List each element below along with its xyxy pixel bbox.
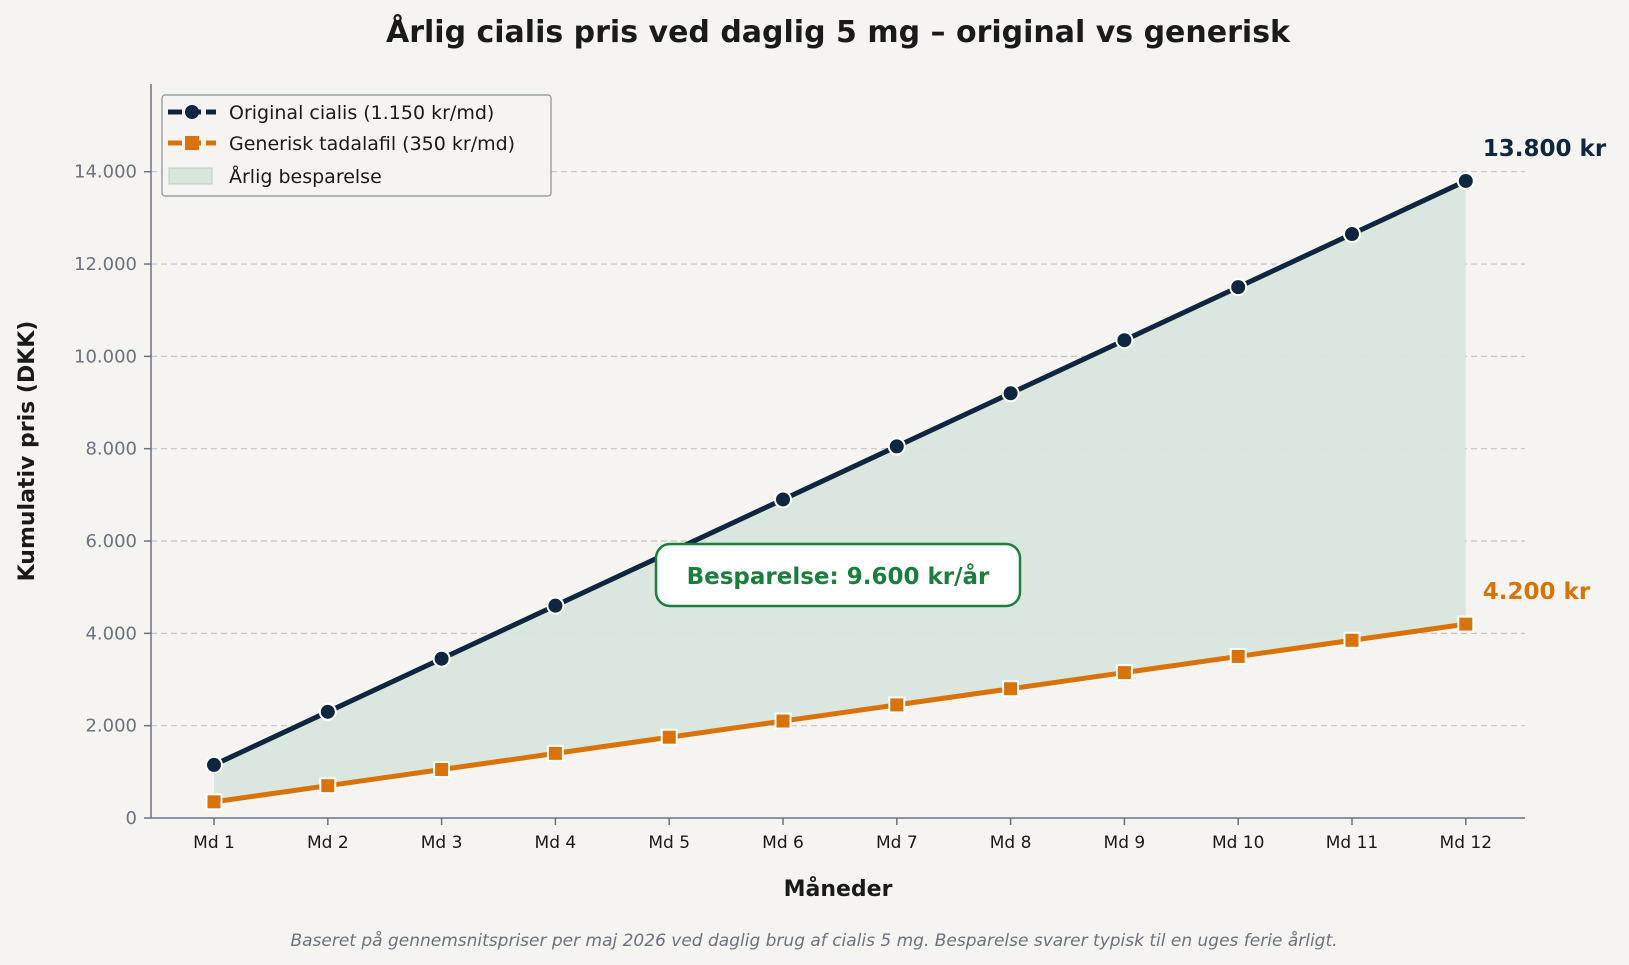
legend-label-original: Original cialis (1.150 kr/md): [229, 102, 494, 124]
marker-generic: [1229, 647, 1247, 665]
marker-original: [1229, 278, 1248, 297]
marker-original: [1343, 225, 1361, 244]
x-tick-label: Md 10: [1212, 833, 1265, 853]
legend-label-generic: Generisk tadalafil (350 kr/md): [229, 133, 515, 155]
end-label-original: 13.800 kr: [1483, 136, 1607, 162]
y-tick-label: 6.000: [85, 531, 137, 552]
series-line-generic: [213, 621, 1467, 805]
y-tick-label: 12.000: [74, 254, 137, 275]
y-tick-label: 4.000: [85, 623, 137, 644]
legend-marker-original: [185, 105, 199, 119]
x-tick-label: Md 12: [1440, 833, 1493, 853]
marker-generic: [205, 793, 223, 811]
y-tick-label: 14.000: [74, 162, 137, 183]
end-label-generic: 4.200 kr: [1483, 579, 1591, 605]
marker-generic: [319, 777, 337, 795]
y-ticks: 0 2.000 4.000 6.000 8.000 10.000 12.000 14.000: [74, 162, 151, 829]
marker-generic: [546, 744, 564, 762]
marker-original: [205, 755, 223, 774]
y-tick-label: 10.000: [74, 346, 137, 367]
marker-generic: [433, 761, 451, 779]
y-axis-label: Kumulativ pris (DKK): [15, 321, 40, 582]
x-tick-label: Md 8: [990, 833, 1032, 853]
marker-original: [1456, 171, 1475, 190]
marker-generic: [1002, 680, 1020, 698]
x-tick-label: Md 3: [421, 833, 463, 853]
legend-marker-generic: [185, 136, 199, 150]
x-tick-label: Md 5: [648, 833, 690, 853]
footnote: Baseret på gennemsnitspriser per maj 202…: [290, 930, 1337, 951]
annotation-box: [654, 542, 1022, 608]
x-tick-label: Md 11: [1326, 833, 1379, 853]
y-tick-label: 0: [126, 808, 137, 829]
marker-original: [887, 437, 906, 456]
marker-original: [774, 490, 792, 509]
x-tick-label: Md 2: [307, 833, 349, 853]
x-tick-label: Md 7: [876, 833, 918, 853]
y-tick-label: 2.000: [85, 716, 137, 737]
marker-generic: [1457, 615, 1475, 633]
marker-generic: [1343, 631, 1361, 649]
marker-generic: [774, 712, 792, 730]
savings-area: [214, 180, 1466, 802]
chart-title: Årlig cialis pris ved daglig 5 mg – orig…: [386, 13, 1291, 50]
x-tick-label: Md 1: [193, 833, 235, 853]
x-axis-label: Måneder: [784, 876, 893, 902]
x-tick-label: Md 4: [535, 833, 577, 853]
marker-original: [318, 702, 337, 721]
annotation-text: Besparelse: 9.600 kr/år: [687, 563, 990, 590]
legend-swatch-savings: [168, 167, 213, 185]
marker-generic: [888, 696, 906, 714]
series-line-original: [212, 178, 1467, 768]
marker-original: [1001, 384, 1020, 403]
marker-original: [432, 649, 451, 668]
legend-label-savings: Årlig besparelse: [229, 165, 382, 188]
marker-generic: [660, 728, 678, 746]
y-tick-label: 8.000: [85, 439, 137, 460]
legend: Original cialis (1.150 kr/md) Generisk t…: [161, 94, 552, 197]
legend-box: [161, 94, 552, 197]
marker-original: [546, 596, 565, 615]
marker-generic: [1115, 664, 1133, 682]
x-tick-label: Md 9: [1104, 833, 1146, 853]
marker-original: [1115, 331, 1134, 350]
x-ticks: Md 1 Md 2 Md 3 Md 4 Md 5 Md 6 Md 7 Md 8 Md 9 Md 1…: [193, 818, 1492, 853]
savings-annotation: Besparelse: 9.600 kr/år: [654, 542, 1022, 608]
x-tick-label: Md 6: [762, 833, 804, 853]
